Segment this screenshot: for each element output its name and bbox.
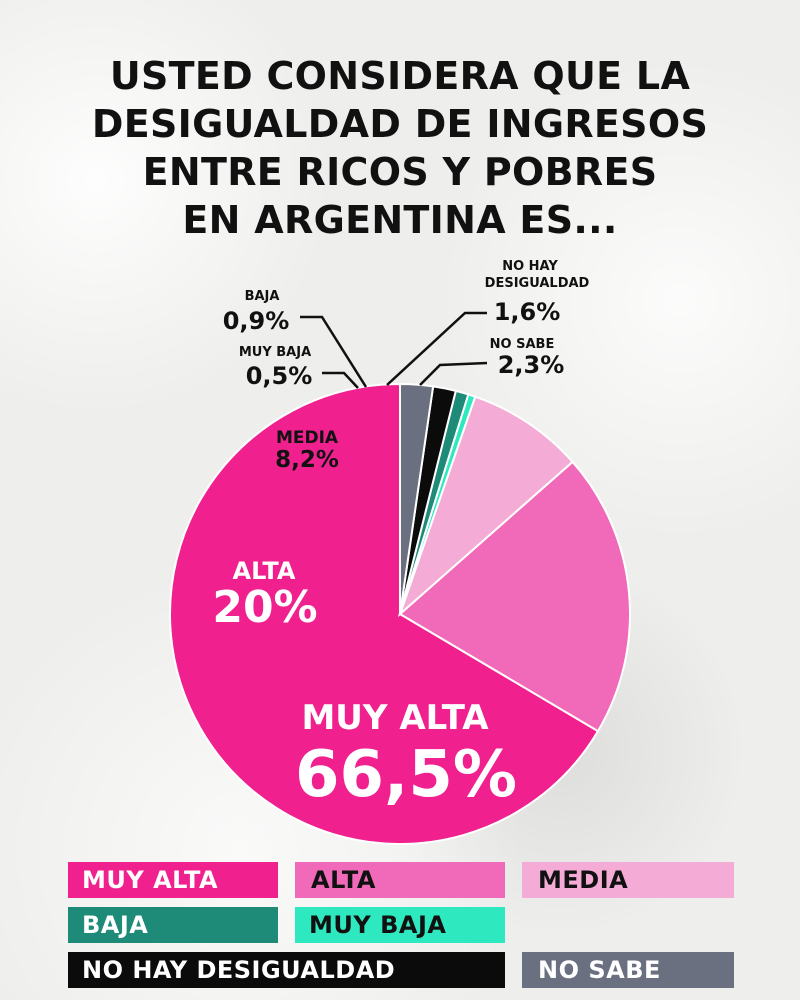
pie-slices [169, 382, 631, 845]
label-alta-name: ALTA [233, 557, 296, 585]
title-line-2: DESIGUALDAD DE INGRESOS [91, 102, 709, 146]
label-no-hay-line1: NO HAY [502, 259, 558, 274]
pie-chart: BAJA 0,9% MUY BAJA 0,5% NO HAY DESIGUALD… [169, 259, 631, 845]
title-line-3: ENTRE RICOS Y POBRES [142, 150, 658, 194]
callout-lines [300, 311, 488, 389]
legend-item-media: MEDIA [522, 862, 734, 898]
legend-item-muy-baja: MUY BAJA [295, 907, 505, 943]
legend-item-baja: BAJA [68, 907, 278, 943]
label-no-hay-line2: DESIGUALDAD [485, 276, 590, 291]
title-line-1: USTED CONSIDERA QUE LA [109, 54, 691, 98]
chart-title: USTED CONSIDERA QUE LA DESIGUALDAD DE IN… [0, 52, 800, 244]
label-muy-alta-name: MUY ALTA [301, 698, 489, 738]
leader-line-no-hay [386, 311, 487, 386]
pie-slice-media [397, 395, 574, 618]
leader-line-baja [300, 315, 368, 388]
label-no-sabe-value: 2,3% [498, 351, 565, 379]
label-muy-alta-value: 66,5% [295, 738, 517, 812]
leader-line-muy-baja [322, 371, 359, 389]
legend-item-no-sabe: NO SABE [522, 952, 734, 988]
legend-item-muy-alta: MUY ALTA [68, 862, 278, 898]
legend-item-no-hay-desigualdad: NO HAY DESIGUALDAD [68, 952, 505, 988]
pie-slice-no-sabe [399, 382, 435, 615]
pie-slice-muy-alta [169, 382, 600, 845]
label-baja-name: BAJA [245, 289, 280, 304]
callout-labels: BAJA 0,9% MUY BAJA 0,5% NO HAY DESIGUALD… [212, 259, 589, 812]
label-alta-value: 20% [212, 582, 317, 633]
label-muy-baja-value: 0,5% [246, 362, 313, 390]
label-media-name: MEDIA [276, 428, 339, 448]
label-baja-value: 0,9% [223, 307, 290, 335]
label-no-sabe-name: NO SABE [490, 337, 555, 352]
legend-item-alta: ALTA [295, 862, 505, 898]
leader-line-no-sabe [419, 361, 488, 386]
label-muy-baja-name: MUY BAJA [239, 345, 311, 360]
label-media-value: 8,2% [275, 447, 339, 473]
title-line-4: EN ARGENTINA ES... [182, 198, 618, 242]
pie-slice-alta [398, 460, 631, 733]
label-no-hay-value: 1,6% [494, 298, 561, 326]
